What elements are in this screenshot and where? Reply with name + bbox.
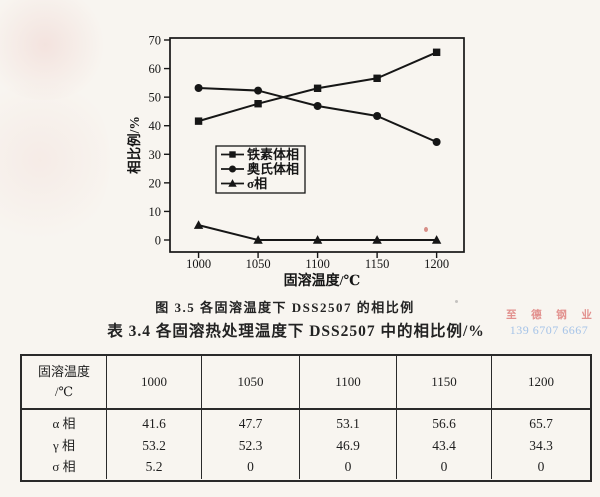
table-header-1050: 1050	[202, 356, 300, 410]
svg-text:1050: 1050	[246, 257, 271, 271]
row-label-sigma: σ 相	[52, 459, 76, 474]
table-cell: 52.3	[238, 437, 263, 453]
table-cell: 46.9	[336, 437, 360, 453]
svg-text:1200: 1200	[424, 257, 449, 271]
table-header-temperature-line1: 固溶温度	[37, 364, 90, 379]
table-col-1050-values: 47.7 52.3 0	[202, 410, 300, 479]
table-cell: 34.3	[529, 437, 553, 453]
table-cell: 53.2	[142, 437, 166, 453]
table-caption: 表 3.4 各固溶热处理温度下 DSS2507 中的相比例/%	[107, 323, 485, 340]
table-col-1000-values: 41.6 53.2 5.2	[107, 410, 202, 479]
table-header-1150: 1150	[397, 356, 492, 410]
chart-canvas: 0 10 20 30 40 50 60 70 1000 1050 1100 1150 1200 固溶温度/…	[126, 34, 465, 289]
svg-text:30: 30	[149, 148, 162, 162]
x-axis-label: 固溶温度/℃	[284, 272, 361, 289]
svg-text:10: 10	[149, 205, 162, 219]
chart-axes: 0 10 20 30 40 50 60 70 1000 1050 1100 1150 1200 固溶温度/…	[126, 34, 465, 289]
svg-text:0: 0	[155, 234, 161, 248]
phase-proportion-chart: 0 10 20 30 40 50 60 70 1000 1050 1100 1150 1200 固溶温度/…	[120, 25, 480, 297]
table-header-temperature: 固溶温度 /℃	[22, 356, 107, 410]
row-label-gamma: γ 相	[53, 437, 75, 453]
table-cell: 0	[247, 459, 254, 474]
paper-smudge	[0, 70, 110, 250]
watermark-phone-number: 139 6707 6667	[509, 323, 589, 338]
svg-text:40: 40	[149, 119, 162, 133]
table-row-labels: α 相 γ 相 σ 相	[22, 410, 107, 479]
figure-caption: 图 3.5 各固溶温度下 DSS2507 的相比例	[155, 300, 415, 315]
table-cell: 43.4	[432, 437, 456, 453]
table-cell: 0	[440, 459, 448, 474]
table-cell: 5.2	[145, 459, 163, 474]
table-cell: 0	[344, 459, 352, 474]
series-circle	[194, 84, 441, 146]
table-cell: 56.6	[432, 416, 456, 431]
y-axis-label: 相比例/%	[126, 116, 142, 174]
table-header-1200: 1200	[492, 356, 590, 410]
phase-proportion-table: 固溶温度 /℃ α 相 γ 相 σ 相 1000 41.6 53.2 5.2 1…	[20, 354, 592, 482]
table-header-1000: 1000	[107, 356, 202, 410]
watermark-company-name: 至 德 钢 业	[506, 310, 598, 321]
table-col-1200-values: 65.7 34.3 0	[492, 410, 590, 479]
legend-label: σ相	[247, 176, 267, 191]
table-cell: 47.7	[238, 416, 263, 431]
svg-text:1100: 1100	[305, 257, 330, 271]
table-cell: 65.7	[529, 416, 553, 431]
table-header-1100: 1100	[300, 356, 397, 410]
legend-label: 奥氏体相	[247, 162, 299, 177]
table-cell: 53.1	[336, 416, 360, 431]
series-square	[194, 48, 441, 125]
series-triangle	[193, 220, 442, 244]
watermark: 至 德 钢 业 139 6707 6667	[498, 310, 600, 338]
svg-text:70: 70	[149, 34, 162, 48]
svg-text:1150: 1150	[365, 257, 390, 271]
svg-text:1000: 1000	[186, 257, 211, 271]
svg-text:60: 60	[149, 62, 162, 76]
row-label-alpha: α 相	[52, 416, 76, 431]
table-cell: 0	[537, 459, 545, 474]
legend-label: 铁素体相	[246, 147, 299, 162]
svg-text:50: 50	[149, 91, 162, 105]
paper-smudge	[0, 0, 110, 100]
svg-text:20: 20	[149, 176, 162, 190]
table-col-1150-values: 56.6 43.4 0	[397, 410, 492, 479]
table-cell: 41.6	[142, 416, 166, 431]
table-col-1100-values: 53.1 46.9 0	[300, 410, 397, 479]
table-header-temperature-line2: /℃	[54, 384, 74, 399]
